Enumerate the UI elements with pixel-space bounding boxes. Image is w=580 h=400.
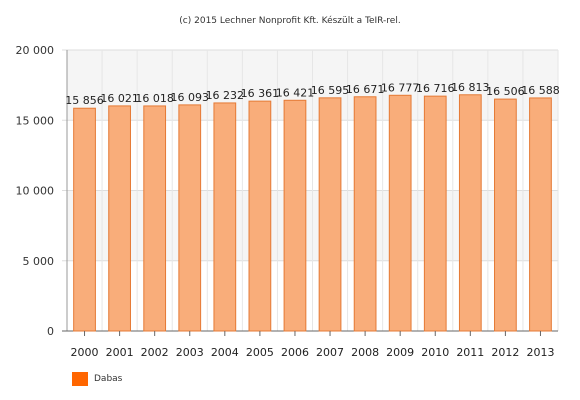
bar-2003	[178, 104, 202, 332]
bar-value-label: 15 856	[65, 94, 104, 107]
bar-value-label: 16 813	[451, 81, 490, 94]
legend: Dabas	[72, 372, 122, 386]
x-tick-label: 2006	[281, 346, 309, 359]
bar-value-label: 16 021	[100, 92, 139, 105]
bar-value-label: 16 588	[521, 84, 560, 97]
x-tick-label: 2008	[351, 346, 379, 359]
y-tick-label: 5 000	[23, 255, 55, 268]
bar-2005	[248, 100, 272, 332]
bar-value-label: 16 361	[241, 87, 280, 100]
bar-2001	[108, 105, 131, 332]
bar-value-label: 16 421	[276, 86, 315, 99]
legend-label-dabas: Dabas	[94, 374, 123, 384]
x-tick-label: 2012	[491, 346, 519, 359]
bar-2002	[143, 105, 167, 332]
bar-value-label: 16 018	[135, 92, 174, 105]
x-tick-label: 2009	[386, 346, 414, 359]
bar-2011	[458, 94, 482, 332]
bar-value-label: 16 777	[381, 81, 420, 94]
x-tick-label: 2013	[526, 346, 554, 359]
y-tick-label: 10 000	[16, 185, 55, 198]
bar-2004	[213, 102, 237, 332]
bar-2006	[283, 99, 307, 332]
bar-2000	[73, 107, 96, 332]
bar-value-label: 16 093	[171, 91, 210, 104]
y-tick-label: 15 000	[16, 114, 55, 127]
x-tick-label: 2011	[456, 346, 484, 359]
bar-2008	[353, 96, 377, 332]
x-tick-label: 2002	[141, 346, 169, 359]
bar-2009	[388, 94, 412, 332]
bar-value-label: 16 671	[346, 83, 385, 96]
y-tick-label: 0	[47, 325, 54, 338]
bar-2007	[318, 97, 342, 332]
x-tick-label: 2000	[71, 346, 99, 359]
x-tick-label: 2010	[421, 346, 449, 359]
y-tick-label: 20 000	[16, 44, 55, 57]
chart-title: (c) 2015 Lechner Nonprofit Kft. Készült …	[179, 15, 400, 26]
bar-2012	[494, 98, 517, 332]
x-tick-label: 2007	[316, 346, 344, 359]
x-tick-label: 2004	[211, 346, 239, 359]
x-tick-label: 2003	[176, 346, 204, 359]
x-tick-label: 2001	[106, 346, 134, 359]
bar-value-label: 16 506	[486, 85, 525, 98]
legend-swatch-dabas	[72, 372, 88, 386]
x-tick-label: 2005	[246, 346, 274, 359]
bar-value-label: 16 232	[206, 89, 245, 102]
bar-2013	[529, 97, 552, 332]
bar-value-label: 16 716	[416, 82, 455, 95]
bar-value-label: 16 595	[311, 84, 350, 97]
bar-2010	[423, 95, 447, 332]
